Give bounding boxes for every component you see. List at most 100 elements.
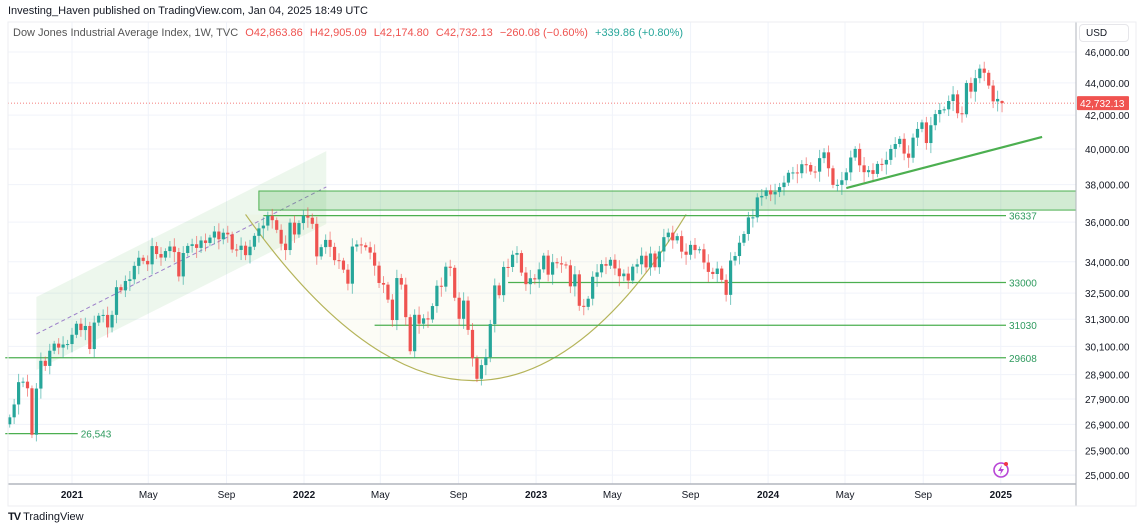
candle xyxy=(288,218,292,256)
resistance-zone xyxy=(258,190,1077,211)
candle xyxy=(996,90,1000,112)
candle xyxy=(332,242,337,266)
candle-body xyxy=(408,317,412,352)
candle-body xyxy=(746,217,750,234)
candle-body xyxy=(711,271,715,274)
price-tick-label: 28,900.00 xyxy=(1085,371,1130,382)
candle xyxy=(506,258,510,278)
candle-body xyxy=(826,152,831,169)
candle xyxy=(390,294,394,327)
candle xyxy=(114,280,119,324)
time-tick-label: May xyxy=(836,490,855,501)
candle xyxy=(835,179,839,192)
candle xyxy=(889,144,893,165)
candle-body xyxy=(306,215,310,218)
candle-body xyxy=(680,236,684,252)
candle xyxy=(880,158,884,172)
ohlc-low: L42,174.80 xyxy=(373,27,429,39)
candle-body xyxy=(328,239,332,247)
candle-body xyxy=(475,358,479,379)
candle-body xyxy=(368,247,372,253)
candle-body xyxy=(61,344,65,348)
candle-body xyxy=(221,232,225,240)
candle-body xyxy=(938,109,942,115)
candle-body xyxy=(688,244,693,255)
candle-body xyxy=(21,381,25,383)
candle xyxy=(243,241,248,261)
currency-button[interactable]: USD xyxy=(1079,24,1129,42)
symbol-title[interactable]: Dow Jones Industrial Average Index, 1W, … xyxy=(13,27,239,39)
candle xyxy=(199,236,203,253)
published-note: Investing_Haven published on TradingView… xyxy=(8,5,368,17)
candle-body xyxy=(159,254,163,258)
current-price-tag xyxy=(1077,96,1129,111)
candle-body xyxy=(902,138,906,154)
lightning-alert-icon[interactable] xyxy=(993,462,1009,478)
candle-body xyxy=(933,114,937,126)
candle-body xyxy=(34,388,38,435)
candle-body xyxy=(822,152,826,159)
candle-body xyxy=(720,268,724,280)
candle xyxy=(315,216,319,265)
candle xyxy=(101,309,105,323)
candle xyxy=(657,245,661,274)
candle-body xyxy=(203,240,208,243)
price-tick-label: 44,000.00 xyxy=(1085,79,1130,90)
candle xyxy=(172,238,176,263)
candle-body xyxy=(337,260,341,262)
candle xyxy=(964,80,969,118)
candle-body xyxy=(737,242,742,257)
candle xyxy=(48,343,52,375)
candle-body xyxy=(479,365,483,379)
candle-body xyxy=(835,184,839,186)
candle xyxy=(119,284,123,294)
candle xyxy=(599,259,604,278)
candle xyxy=(858,143,862,173)
candle xyxy=(760,189,764,206)
candle xyxy=(395,269,399,331)
candle-body xyxy=(626,273,630,281)
candle-body xyxy=(346,269,350,284)
candle xyxy=(551,253,555,285)
candle xyxy=(128,271,132,292)
candle xyxy=(52,340,56,355)
candle-body xyxy=(506,266,510,268)
candle-body xyxy=(70,334,74,345)
level-label: 26,543 xyxy=(81,430,112,441)
candle-body xyxy=(568,265,572,287)
candle xyxy=(586,295,590,311)
candle xyxy=(640,247,644,275)
candle-body xyxy=(791,172,795,174)
candle xyxy=(457,292,461,326)
candle xyxy=(230,231,234,253)
candle-body xyxy=(853,148,857,158)
candle xyxy=(684,243,688,265)
candle xyxy=(542,252,546,273)
candle xyxy=(159,247,163,266)
candle xyxy=(515,246,519,264)
price-axis[interactable]: 46,000.00 44,000.00 42,000.00 40,000.00 38,0… xyxy=(1077,48,1130,482)
candle xyxy=(519,250,524,276)
ohlc-open: O42,863.86 xyxy=(245,27,303,39)
candle xyxy=(70,327,74,353)
candle xyxy=(671,225,675,249)
time-tick-label: Sep xyxy=(218,490,236,501)
chart-frame xyxy=(7,21,1137,507)
time-axis[interactable]: 2021 May Sep 2022 May Sep 2023 May Sep 2024 May Sep… xyxy=(61,490,1012,501)
candle-body xyxy=(65,344,70,346)
candle-body xyxy=(515,253,519,255)
candle xyxy=(426,311,430,328)
candle-body xyxy=(653,253,657,268)
candle-body xyxy=(795,172,799,174)
candle xyxy=(226,225,230,243)
candle xyxy=(279,224,283,251)
candle xyxy=(377,261,381,288)
candles xyxy=(8,61,1004,442)
candle xyxy=(706,254,710,282)
candle xyxy=(955,90,960,119)
candle-body xyxy=(657,251,661,268)
tradingview-logo[interactable]: TV TradingView xyxy=(8,511,84,523)
candle-body xyxy=(524,272,528,285)
candle xyxy=(123,275,127,298)
